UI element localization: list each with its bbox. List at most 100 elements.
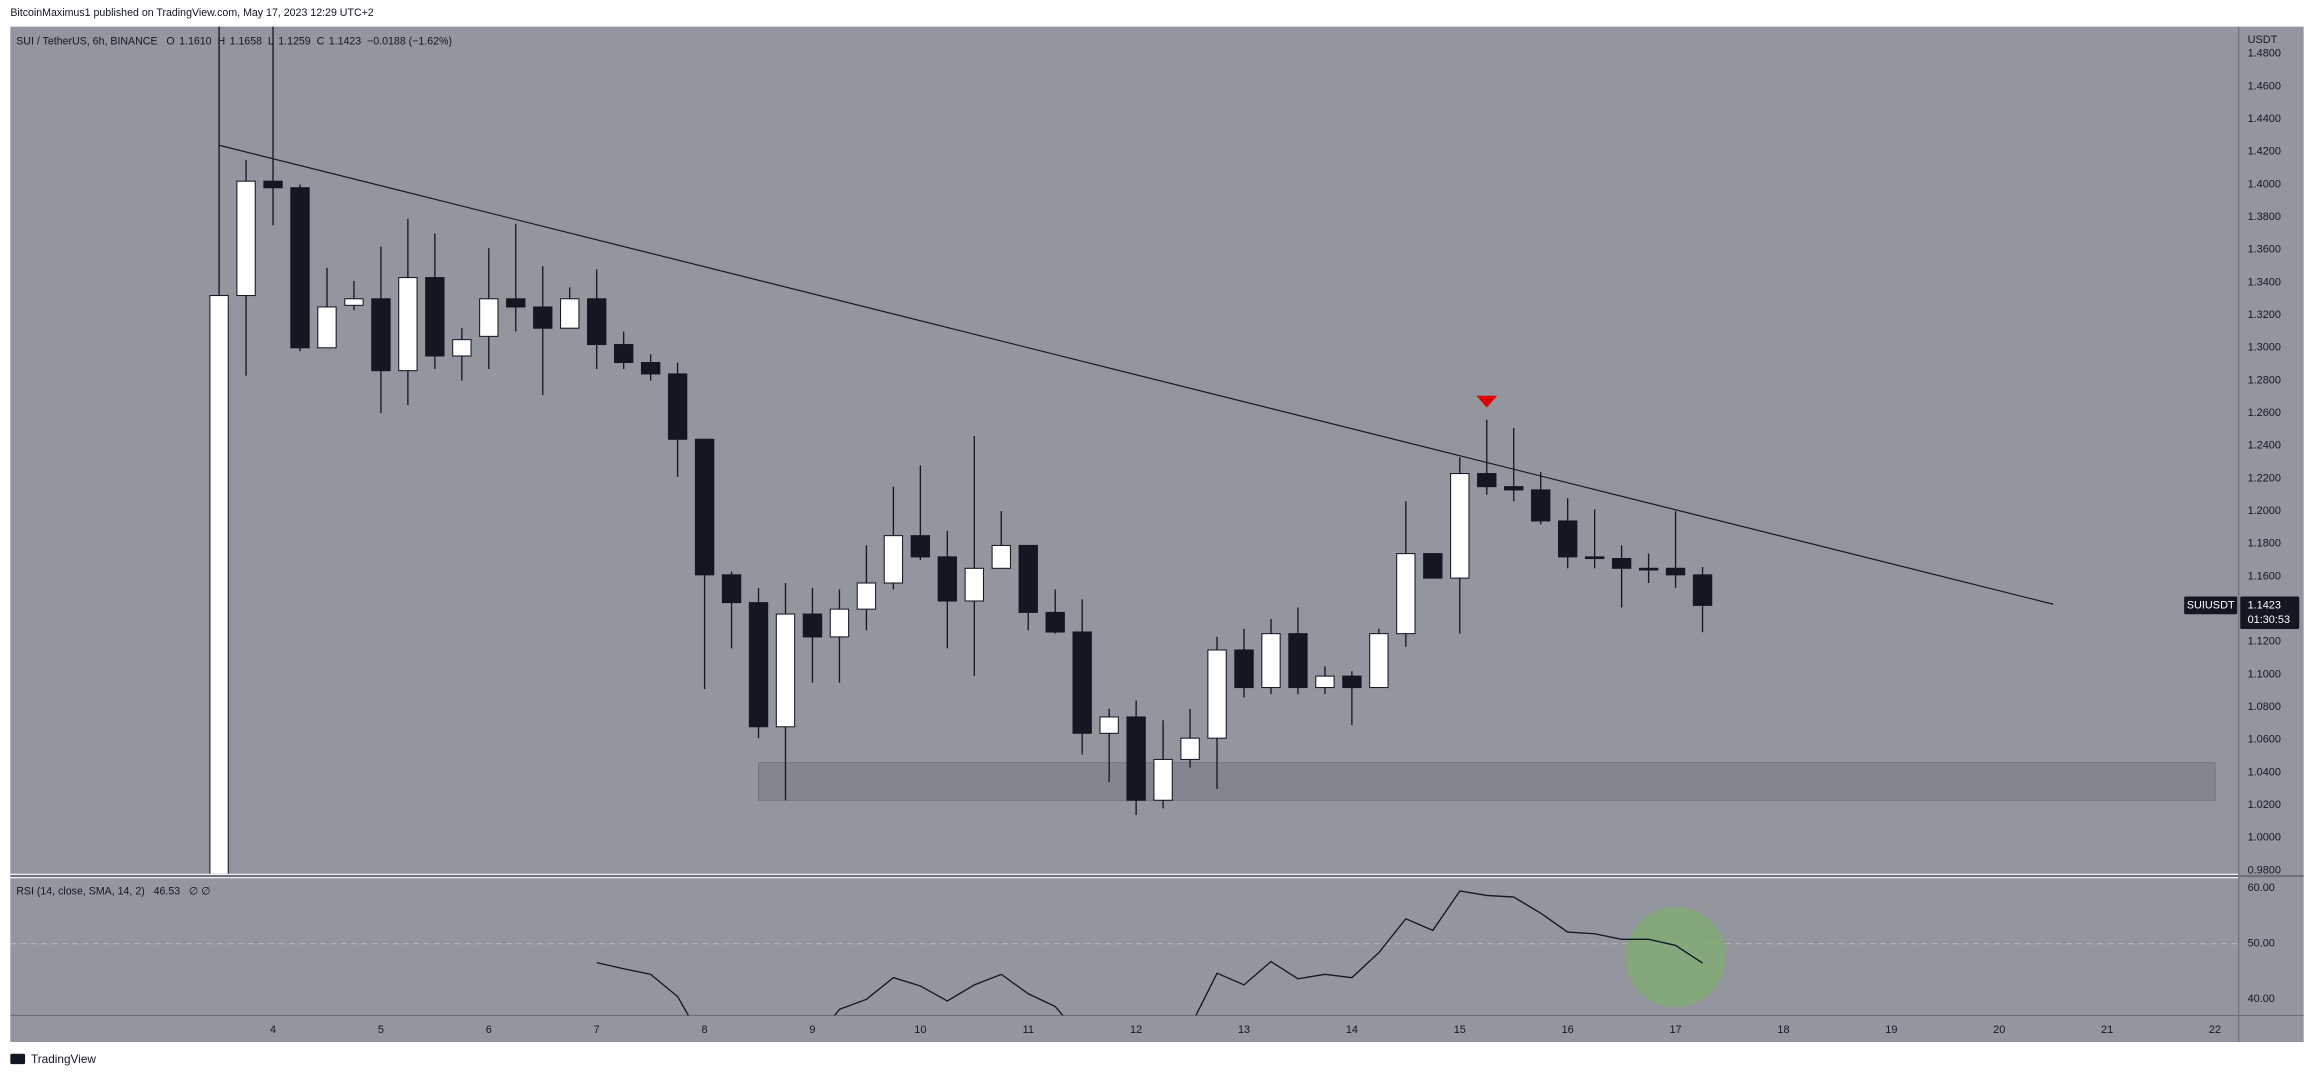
candle-body — [1072, 631, 1092, 734]
candle-body — [937, 556, 958, 602]
support-zone — [758, 762, 2216, 801]
candle-body — [371, 298, 391, 372]
rsi-line — [596, 890, 1703, 1016]
y-tick-label: 1.2400 — [2248, 440, 2281, 452]
price-tag-symbol: SUIUSDT — [2187, 599, 2235, 611]
candle-body — [802, 613, 823, 638]
rsi-tick-label: 50.00 — [2248, 938, 2275, 950]
y-tick-label: 1.4800 — [2248, 48, 2281, 60]
y-tick-label: 1.2200 — [2248, 472, 2281, 484]
candle-body — [1099, 716, 1119, 734]
y-tick-label: 1.1600 — [2248, 570, 2281, 582]
y-tick-label: 1.1800 — [2248, 538, 2281, 550]
candle-body — [587, 298, 607, 346]
candle-body — [1234, 649, 1254, 689]
y-tick-label: 1.3600 — [2248, 244, 2281, 256]
rsi-legend: RSI (14, close, SMA, 14, 2) 46.53 ∅ ∅ — [16, 885, 210, 897]
x-tick-label: 14 — [1346, 1024, 1358, 1036]
candle-body — [613, 344, 634, 364]
y-tick-label: 1.4600 — [2248, 80, 2281, 92]
time-axis-pane — [10, 1015, 2304, 1042]
y-tick-label: 1.3400 — [2248, 276, 2281, 288]
candle-body — [1423, 553, 1443, 579]
candle-body — [640, 361, 661, 375]
y-tick-label: 1.4000 — [2248, 178, 2281, 190]
price-pane — [10, 26, 2239, 874]
ohlc-value: 1.1423 — [329, 35, 362, 47]
candle-body — [991, 544, 1011, 569]
candle-body — [1018, 544, 1038, 613]
candle-body — [290, 187, 310, 349]
price-layer — [209, 26, 2216, 874]
y-tick-label: 1.3200 — [2248, 309, 2281, 321]
x-tick-label: 9 — [809, 1024, 815, 1036]
rsi-tick-label: 40.00 — [2248, 993, 2275, 1005]
candle-body — [317, 306, 337, 349]
rsi-layer — [10, 890, 2239, 1016]
ohlc-key: H — [217, 35, 225, 47]
candle-body — [856, 582, 877, 610]
candle-body — [236, 180, 256, 297]
rsi-extra: ∅ ∅ — [189, 885, 210, 897]
y-tick-label: 1.0200 — [2248, 799, 2281, 811]
footer: TradingView — [10, 1052, 96, 1066]
candle-body — [1692, 574, 1713, 606]
x-tick-label: 11 — [1023, 1024, 1034, 1036]
candle-body — [506, 298, 526, 308]
candle-body — [1288, 633, 1308, 689]
symbol-title: SUI / TetherUS, 6h, BINANCE — [16, 35, 157, 47]
candle-body — [910, 535, 931, 558]
y-tick-label: 1.0000 — [2248, 832, 2281, 844]
x-tick-label: 6 — [486, 1024, 492, 1036]
candle-body — [209, 295, 229, 874]
candle-body — [479, 298, 499, 337]
candle-body — [1207, 649, 1227, 739]
rsi-pane — [10, 878, 2239, 1016]
candle-body — [1584, 556, 1605, 560]
rsi-highlight — [1625, 906, 1726, 1008]
signal-marker — [1476, 395, 1498, 408]
y-tick-label: 0.9800 — [2248, 864, 2281, 876]
footer-text: TradingView — [31, 1052, 96, 1066]
candle-body — [694, 438, 715, 576]
ohlc-key: L — [268, 35, 274, 47]
rsi-last: 46.53 — [154, 885, 181, 897]
candle-body — [883, 535, 904, 584]
candle-body — [1261, 633, 1281, 689]
y-tick-label: 1.2000 — [2248, 505, 2281, 517]
candle-body — [533, 306, 553, 329]
candle-body — [775, 613, 796, 728]
candle-body — [1180, 737, 1200, 760]
y-tick-label: 1.3000 — [2248, 342, 2281, 354]
legend-line: SUI / TetherUS, 6h, BINANCE O 1.1610 H 1… — [16, 35, 452, 47]
x-tick-label: 20 — [1993, 1024, 2005, 1036]
candle-body — [964, 567, 984, 602]
x-tick-label: 17 — [1669, 1024, 1681, 1036]
candle-body — [1126, 716, 1146, 801]
ohlc-value: 1.1610 — [179, 35, 212, 47]
y-tick-label: 1.0800 — [2248, 701, 2281, 713]
ohlc-value: 1.1259 — [278, 35, 311, 47]
candle-body — [1638, 567, 1659, 571]
x-tick-label: 7 — [594, 1024, 600, 1036]
change: −0.0188 (−1.62%) — [367, 35, 452, 47]
candle-body — [1611, 557, 1632, 569]
x-tick-label: 19 — [1885, 1024, 1897, 1036]
y-tick-label: 1.1000 — [2248, 668, 2281, 680]
candle-body — [263, 180, 283, 189]
trendline — [218, 144, 2054, 605]
y-tick-label: 1.3800 — [2248, 211, 2281, 223]
price-tag-box — [2240, 596, 2300, 630]
candle-body — [344, 298, 364, 306]
candle-body — [398, 277, 418, 372]
candle-body — [425, 277, 445, 357]
candle-body — [748, 602, 769, 728]
price-tag-countdown: 01:30:53 — [2248, 614, 2290, 626]
candle-body — [1477, 473, 1497, 488]
x-tick-label: 8 — [702, 1024, 708, 1036]
x-tick-label: 22 — [2209, 1024, 2221, 1036]
y-tick-label: 1.2800 — [2248, 374, 2281, 386]
footer-logo — [10, 1053, 26, 1065]
